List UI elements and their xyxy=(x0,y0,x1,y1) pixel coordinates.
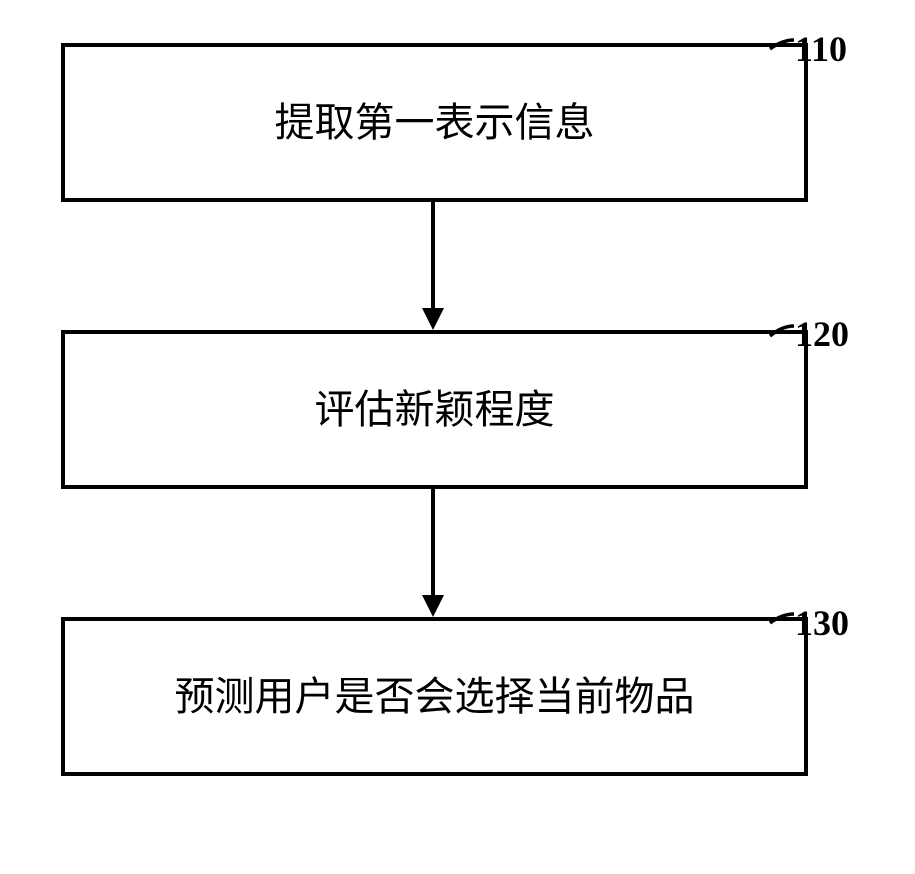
flow-node-predict: 预测用户是否会选择当前物品 xyxy=(61,617,808,776)
flow-node-extract-label: 110 xyxy=(795,28,847,70)
flowchart-canvas: 提取第一表示信息 110 评估新颖程度 120 预测用户是否会选择当前物品 13… xyxy=(0,0,915,874)
flow-node-evaluate: 评估新颖程度 xyxy=(61,330,808,489)
flow-node-extract: 提取第一表示信息 xyxy=(61,43,808,202)
edge-n2-n3 xyxy=(422,489,444,617)
flow-node-evaluate-label: 120 xyxy=(795,313,849,355)
flow-node-evaluate-text: 评估新颖程度 xyxy=(315,388,555,432)
flow-node-predict-label: 130 xyxy=(795,602,849,644)
flow-node-predict-text: 预测用户是否会选择当前物品 xyxy=(175,675,695,719)
edge-n1-n2 xyxy=(422,202,444,330)
flow-node-extract-text: 提取第一表示信息 xyxy=(275,101,595,145)
